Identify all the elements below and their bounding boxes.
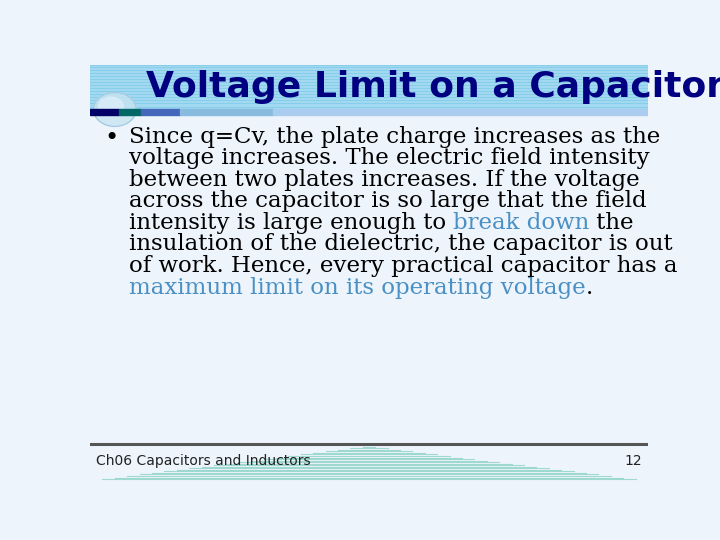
Bar <box>141 110 180 115</box>
Bar <box>180 110 273 115</box>
Text: across the capacitor is so large that the field: across the capacitor is so large that th… <box>129 190 647 212</box>
Bar <box>90 110 120 115</box>
Text: of work. Hence, every practical capacitor has a: of work. Hence, every practical capacito… <box>129 255 678 277</box>
Bar <box>90 65 648 110</box>
Ellipse shape <box>99 97 123 116</box>
Text: the: the <box>590 212 634 234</box>
Text: insulation of the dielectric, the capacitor is out: insulation of the dielectric, the capaci… <box>129 233 672 255</box>
Bar <box>120 110 141 115</box>
Text: break down: break down <box>453 212 590 234</box>
Text: Ch06 Capacitors and Inductors: Ch06 Capacitors and Inductors <box>96 454 311 468</box>
Text: between two plates increases. If the voltage: between two plates increases. If the vol… <box>129 168 639 191</box>
Text: intensity is large enough to: intensity is large enough to <box>129 212 453 234</box>
Text: Since q=Cv, the plate charge increases as the: Since q=Cv, the plate charge increases a… <box>129 126 660 147</box>
Text: maximum limit on its operating voltage: maximum limit on its operating voltage <box>129 276 585 299</box>
Text: •: • <box>104 126 118 150</box>
Bar <box>273 110 648 115</box>
Ellipse shape <box>94 92 136 126</box>
Text: voltage increases. The electric field intensity: voltage increases. The electric field in… <box>129 147 649 169</box>
Text: .: . <box>585 276 593 299</box>
Text: Voltage Limit on a Capacitor: Voltage Limit on a Capacitor <box>145 70 720 104</box>
Text: 12: 12 <box>624 454 642 468</box>
